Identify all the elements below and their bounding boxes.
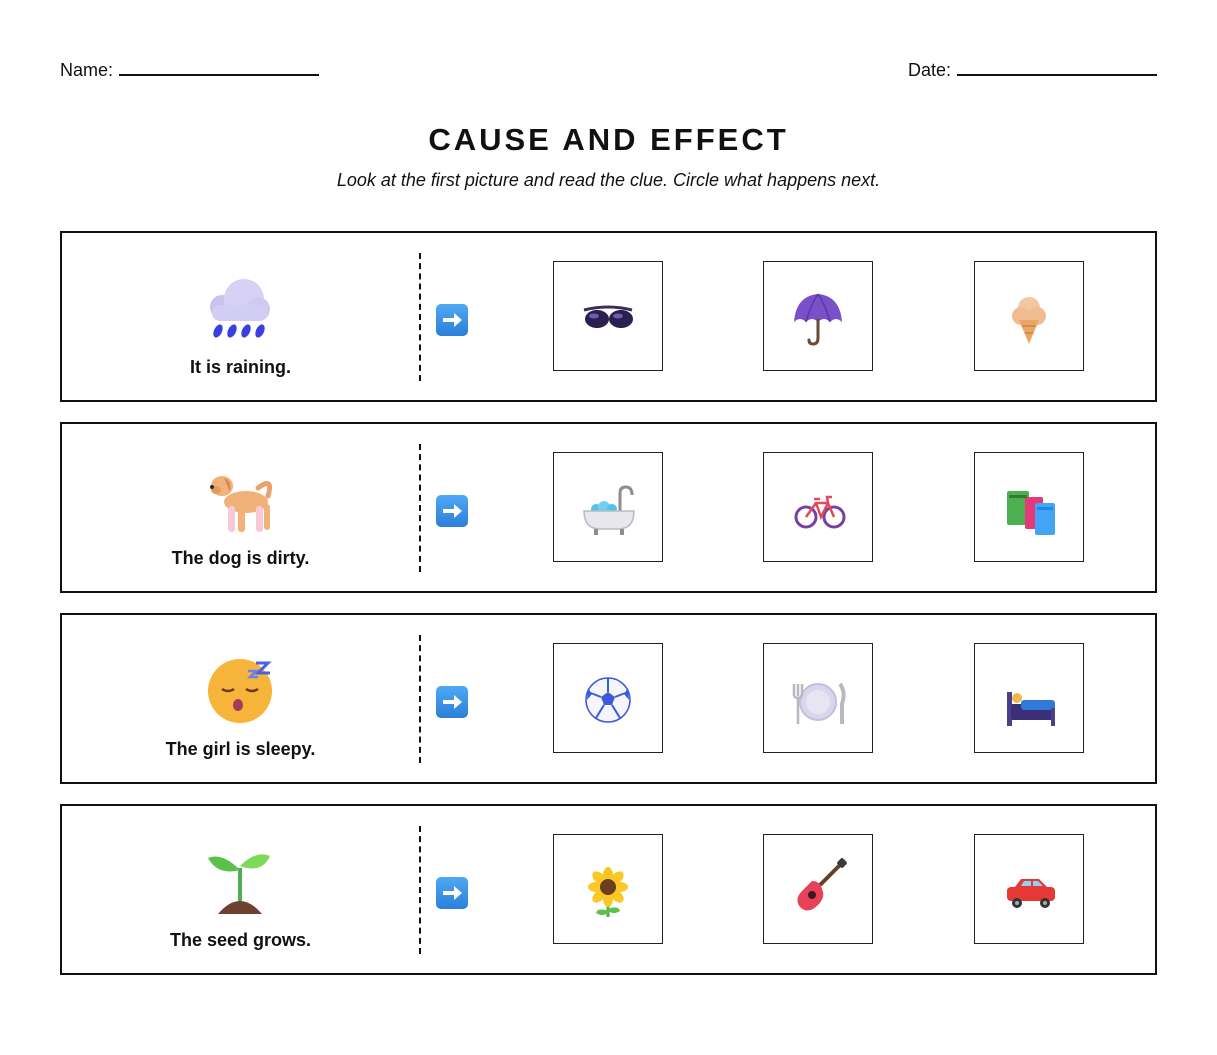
- sunglasses-icon: [583, 305, 633, 328]
- choice-option-3[interactable]: [974, 834, 1084, 944]
- choice-option-2[interactable]: [763, 834, 873, 944]
- choice-option-2[interactable]: [763, 452, 873, 562]
- soccer-ball-icon: [585, 677, 631, 723]
- question-row-4: The seed grows.: [60, 804, 1157, 975]
- dog-icon: [62, 464, 419, 532]
- question-row-2: The dog is dirty.: [60, 422, 1157, 593]
- right-arrow-icon: [436, 304, 468, 336]
- dashed-divider: [419, 826, 421, 954]
- date-field: Date:: [908, 60, 1157, 81]
- choice-option-1[interactable]: [553, 261, 663, 371]
- bed-icon: [1007, 692, 1055, 726]
- cause-text: The seed grows.: [169, 930, 312, 950]
- choice-option-3[interactable]: [974, 643, 1084, 753]
- cause-text: The dog is dirty.: [171, 548, 310, 568]
- question-row-3: The girl is sleepy.: [60, 613, 1157, 784]
- question-row-1: It is raining.: [60, 231, 1157, 402]
- right-arrow-icon: [436, 686, 468, 718]
- cause-panel: The dog is dirty.: [62, 424, 419, 591]
- instructions: Look at the first picture and read the c…: [336, 170, 881, 190]
- cause-panel: The girl is sleepy.: [62, 615, 419, 782]
- umbrella-icon: [794, 293, 842, 346]
- books-icon: [1007, 491, 1055, 535]
- sleepy-face-icon: [62, 655, 419, 723]
- choice-option-2[interactable]: [763, 261, 873, 371]
- page-title: CAUSE AND EFFECT: [428, 122, 789, 157]
- cause-text: It is raining.: [189, 357, 291, 377]
- plate-fork-knife-icon: [792, 682, 846, 724]
- choice-option-1[interactable]: [553, 834, 663, 944]
- choice-option-3[interactable]: [974, 452, 1084, 562]
- name-field: Name:: [60, 60, 320, 81]
- dashed-divider: [419, 253, 421, 381]
- seedling-icon: [62, 846, 419, 914]
- ice-cream-icon: [1012, 297, 1046, 344]
- right-arrow-icon: [436, 877, 468, 909]
- name-blank-line[interactable]: [119, 60, 320, 76]
- choice-option-2[interactable]: [763, 643, 873, 753]
- sunflower-icon: [588, 867, 628, 917]
- date-label: Date:: [907, 60, 951, 80]
- cause-panel: The seed grows.: [62, 806, 419, 973]
- right-arrow-icon: [436, 495, 468, 527]
- dashed-divider: [419, 444, 421, 572]
- date-blank-line[interactable]: [957, 60, 1157, 76]
- name-label: Name:: [60, 60, 114, 80]
- cause-text: The girl is sleepy.: [165, 739, 316, 759]
- cause-panel: It is raining.: [62, 233, 419, 400]
- bathtub-icon: [583, 485, 635, 535]
- choice-option-1[interactable]: [553, 452, 663, 562]
- dashed-divider: [419, 635, 421, 763]
- bicycle-icon: [794, 495, 846, 529]
- car-icon: [1007, 879, 1055, 908]
- guitar-icon: [797, 858, 847, 911]
- choice-option-1[interactable]: [553, 643, 663, 753]
- choice-option-3[interactable]: [974, 261, 1084, 371]
- rain-cloud-icon: [62, 273, 419, 341]
